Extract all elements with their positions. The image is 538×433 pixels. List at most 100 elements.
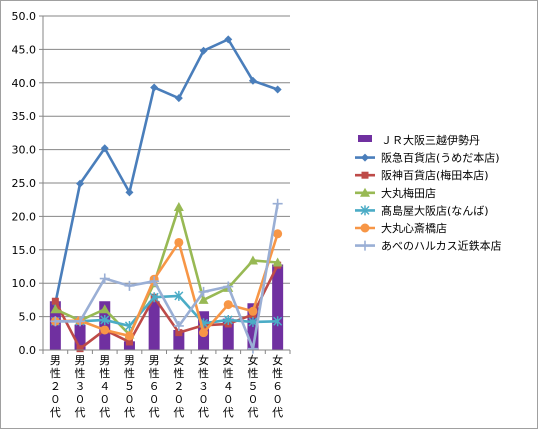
data-point <box>50 304 61 314</box>
data-point <box>198 286 209 297</box>
data-point <box>125 338 133 346</box>
x-tick-label: 男性４０代 <box>99 354 110 419</box>
data-point <box>174 237 184 247</box>
data-point <box>99 304 110 314</box>
series-path <box>55 203 279 350</box>
legend-item: ＪＲ大阪三越伊勢丹 <box>358 133 480 147</box>
y-tick-label: 5.0 <box>19 311 37 324</box>
x-tick-label: 女性２０代 <box>173 353 184 419</box>
legend-label: 阪神百貨店(梅田本店) <box>381 168 489 182</box>
legend-item: 阪神百貨店(梅田本店) <box>355 168 489 182</box>
y-axis: 0.0 5.0 10.0 15.0 20.0 25.0 30.0 35.0 40.0 45.0 50… <box>12 10 44 357</box>
data-point <box>224 35 233 44</box>
bar <box>173 329 185 350</box>
x-tick-label: 女性５０代 <box>247 353 258 419</box>
data-point <box>273 85 282 94</box>
data-point <box>247 255 258 265</box>
data-point <box>223 281 234 292</box>
x-tick-label: 女性４０代 <box>223 353 234 419</box>
x-axis: 男性２０代 男性３０代 男性４０代 男性５０代 男性６０代 女性２０代 女性３０代 女性４０代… <box>42 349 291 419</box>
data-point <box>360 240 370 251</box>
data-point <box>223 314 233 325</box>
data-point <box>124 331 134 341</box>
data-point <box>198 294 209 304</box>
x-tick-label: 男性５０代 <box>124 354 135 419</box>
x-tick-label: 男性３０代 <box>75 354 86 419</box>
x-tick-label: 女性６０代 <box>272 353 283 419</box>
y-tick-label: 25.0 <box>12 177 37 190</box>
series-line <box>51 261 282 353</box>
data-point <box>150 83 159 92</box>
data-point <box>247 343 258 354</box>
data-point <box>175 329 183 337</box>
data-point <box>51 297 59 305</box>
y-tick-label: 20.0 <box>12 210 37 223</box>
bar <box>222 318 234 350</box>
data-point <box>248 76 257 85</box>
data-point <box>361 171 369 179</box>
data-point <box>124 280 135 291</box>
data-point <box>100 144 109 153</box>
data-point <box>360 205 370 216</box>
data-point <box>273 229 283 239</box>
data-point <box>360 223 370 233</box>
data-point <box>174 94 183 103</box>
x-tick-label: 男性２０代 <box>50 354 61 419</box>
data-point <box>272 257 283 267</box>
data-point <box>76 179 85 188</box>
bar <box>272 264 284 350</box>
legend-item: 大丸心斎橋店 <box>355 221 447 235</box>
y-tick-label: 30.0 <box>12 144 37 157</box>
data-point <box>199 328 209 338</box>
data-point <box>199 46 208 55</box>
series-path <box>55 233 279 338</box>
bar <box>148 301 160 350</box>
legend-swatch <box>358 135 372 142</box>
data-point <box>149 292 159 303</box>
data-point <box>100 325 110 335</box>
bar <box>123 341 135 350</box>
legend-item: 阪急百貨店(うめだ本店) <box>355 151 500 165</box>
data-point <box>272 198 283 209</box>
bar <box>74 324 86 350</box>
data-point <box>223 300 233 310</box>
series-path <box>54 38 279 304</box>
data-point <box>50 316 61 327</box>
legend-label: 大丸心斎橋店 <box>381 221 447 235</box>
series-line <box>50 229 283 341</box>
legend-label: ＪＲ大阪三越伊勢丹 <box>381 133 480 147</box>
data-point <box>273 316 283 327</box>
y-tick-label: 0.0 <box>19 344 37 357</box>
series-path <box>55 294 278 328</box>
legend-item: あべのハルカス近鉄本店 <box>355 239 502 253</box>
legend-label: 大丸梅田店 <box>381 186 436 200</box>
gridlines <box>43 15 290 318</box>
line-series <box>50 35 283 354</box>
series-path <box>54 205 278 336</box>
data-point <box>99 273 110 284</box>
y-tick-label: 15.0 <box>12 244 37 257</box>
legend-item: 髙島屋大阪店(なんば) <box>355 203 489 217</box>
data-point <box>125 188 134 197</box>
y-tick-label: 50.0 <box>12 10 37 23</box>
y-tick-label: 40.0 <box>12 77 37 90</box>
legend-label: 髙島屋大阪店(なんば) <box>381 203 489 217</box>
legend-label: 阪急百貨店(うめだ本店) <box>381 151 500 165</box>
series-line <box>51 35 282 308</box>
data-point <box>149 276 160 287</box>
data-point <box>174 290 184 301</box>
x-tick-label: 男性６０代 <box>149 354 160 419</box>
x-tick-label: 女性３０代 <box>198 353 209 419</box>
data-point <box>76 345 84 353</box>
y-tick-label: 35.0 <box>12 110 37 123</box>
y-tick-label: 45.0 <box>12 43 37 56</box>
data-point <box>173 202 184 212</box>
series-line <box>50 198 283 354</box>
data-point <box>248 306 258 316</box>
legend-label: あべのハルカス近鉄本店 <box>381 239 502 253</box>
data-point <box>360 187 370 197</box>
data-point <box>173 320 184 331</box>
